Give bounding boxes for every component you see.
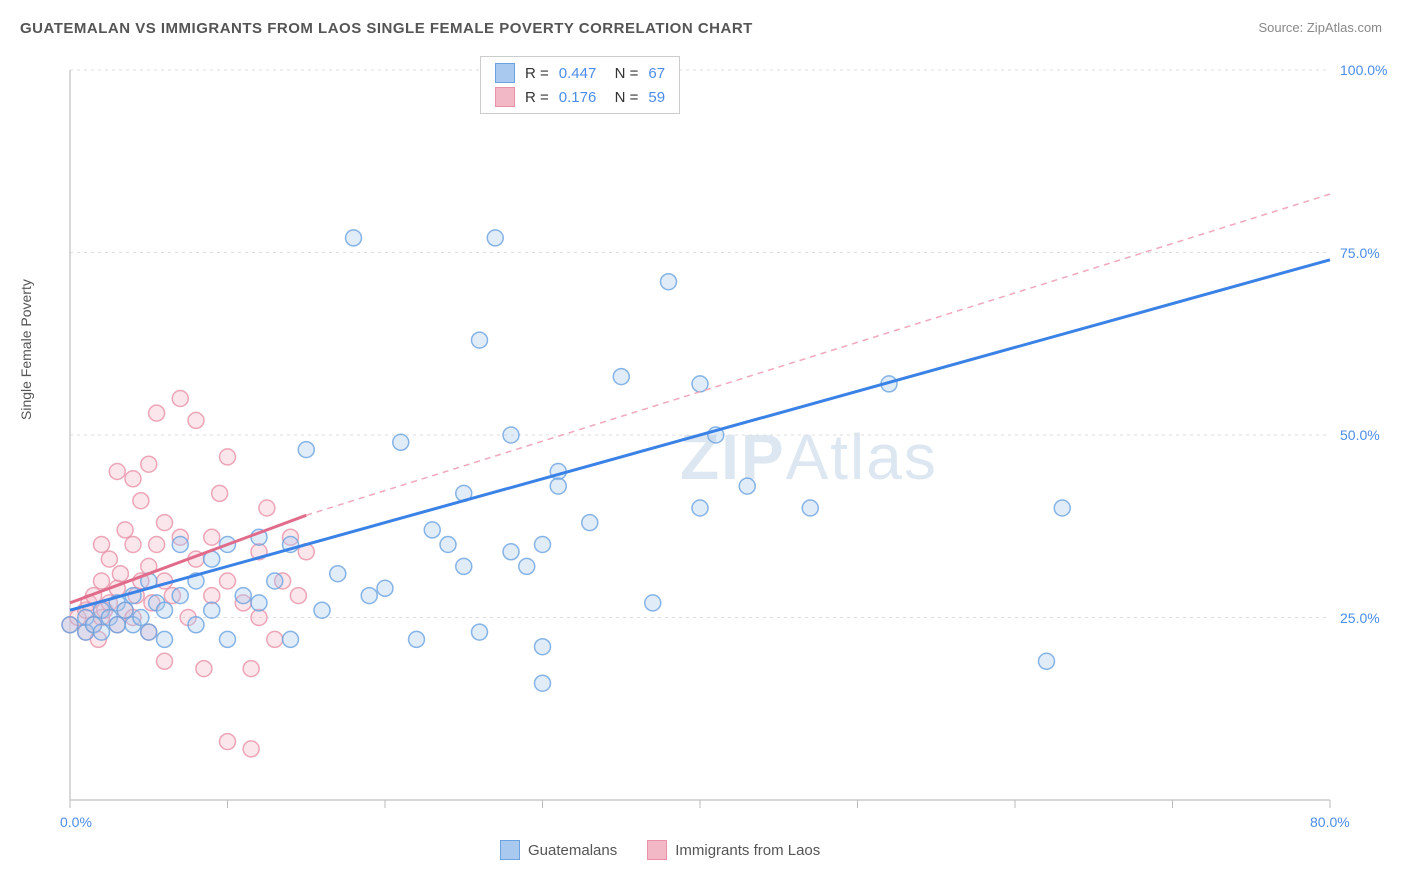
stats-r-label-0: R = xyxy=(525,65,549,82)
legend-swatch-1 xyxy=(647,840,667,860)
legend-swatch-0 xyxy=(500,840,520,860)
stats-row-0: R = 0.447 N = 67 xyxy=(495,61,665,85)
y-axis-label: Single Female Poverty xyxy=(18,279,34,420)
legend-label-0: Guatemalans xyxy=(528,842,617,859)
y-tick-50: 50.0% xyxy=(1340,427,1380,443)
legend-item-1: Immigrants from Laos xyxy=(647,840,820,860)
stats-r-label-1: R = xyxy=(525,89,549,106)
source-label: Source: ZipAtlas.com xyxy=(1258,20,1382,35)
chart-area xyxy=(60,60,1370,820)
stats-swatch-0 xyxy=(495,63,515,83)
y-tick-25: 25.0% xyxy=(1340,610,1380,626)
stats-n-label-0: N = xyxy=(606,65,638,82)
chart-title: GUATEMALAN VS IMMIGRANTS FROM LAOS SINGL… xyxy=(20,20,753,37)
scatter-chart xyxy=(60,60,1370,820)
x-tick-0: 0.0% xyxy=(60,814,92,830)
legend-label-1: Immigrants from Laos xyxy=(675,842,820,859)
stats-n-value-1: 59 xyxy=(648,89,665,106)
y-tick-100: 100.0% xyxy=(1340,62,1387,78)
legend-bottom: Guatemalans Immigrants from Laos xyxy=(500,840,820,860)
stats-n-value-0: 67 xyxy=(648,65,665,82)
stats-row-1: R = 0.176 N = 59 xyxy=(495,85,665,109)
stats-n-label-1: N = xyxy=(606,89,638,106)
stats-legend-box: R = 0.447 N = 67 R = 0.176 N = 59 xyxy=(480,56,680,114)
stats-swatch-1 xyxy=(495,87,515,107)
stats-r-value-0: 0.447 xyxy=(559,65,597,82)
stats-r-value-1: 0.176 xyxy=(559,89,597,106)
x-tick-80: 80.0% xyxy=(1310,814,1350,830)
legend-item-0: Guatemalans xyxy=(500,840,617,860)
y-tick-75: 75.0% xyxy=(1340,245,1380,261)
